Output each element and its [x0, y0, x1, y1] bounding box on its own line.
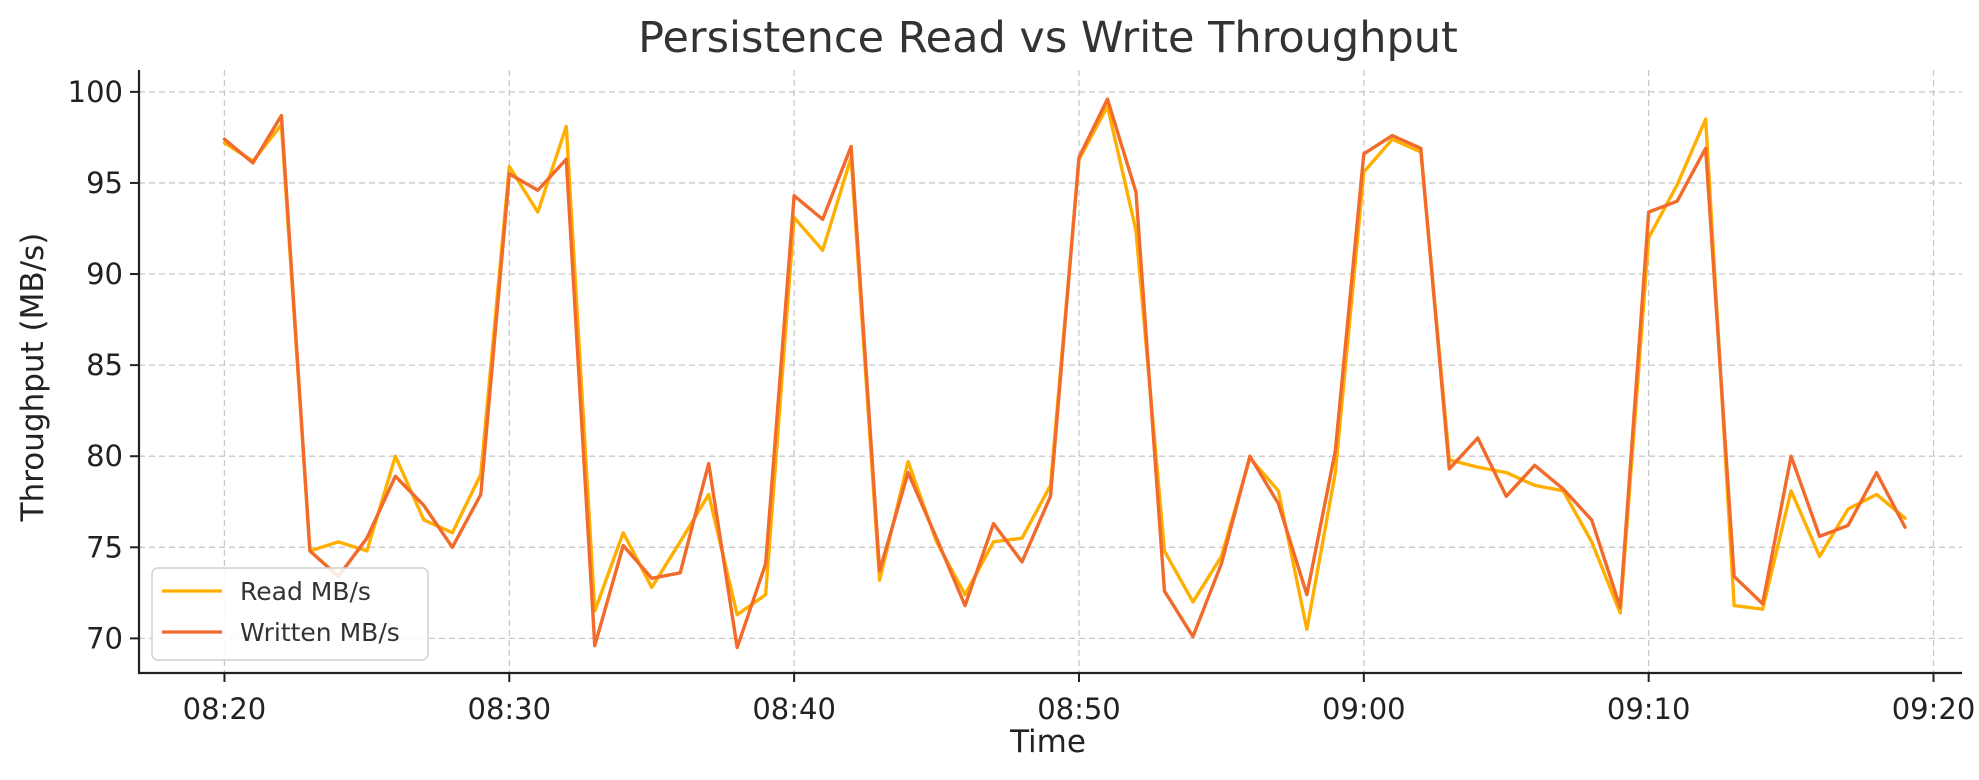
- y-axis-label: Throughput (MB/s): [15, 233, 51, 523]
- chart-title: Persistence Read vs Write Throughput: [638, 13, 1458, 63]
- x-tick-label: 08:50: [1037, 692, 1121, 726]
- x-tick-label: 09:20: [1892, 692, 1976, 726]
- y-tick-label: 70: [86, 621, 123, 655]
- x-tick-label: 09:10: [1607, 692, 1691, 726]
- y-tick-label: 80: [86, 439, 123, 473]
- y-tick-label: 85: [86, 348, 123, 382]
- series-layer: [222, 97, 1907, 650]
- y-tick-label: 95: [86, 166, 123, 200]
- x-tick-label: 08:40: [752, 692, 836, 726]
- x-axis-ticks: 08:20 08:30 08:40 08:50 09:00 09:10 09:20: [183, 673, 1976, 726]
- series-line-written: [222, 97, 1907, 650]
- x-axis-label: Time: [1009, 724, 1086, 760]
- axes-spines: [137, 70, 1962, 675]
- legend: Read MB/s Written MB/s: [151, 567, 429, 661]
- grid-lines: [139, 70, 1962, 673]
- legend-label-written: Written MB/s: [240, 618, 400, 647]
- x-tick-label: 09:00: [1322, 692, 1406, 726]
- y-tick-label: 100: [68, 75, 123, 109]
- y-tick-label: 75: [86, 530, 123, 564]
- y-tick-label: 90: [86, 257, 123, 291]
- x-tick-label: 08:30: [468, 692, 552, 726]
- y-axis-ticks: 70 75 80 85 90 95 100: [68, 75, 139, 655]
- x-tick-label: 08:20: [183, 692, 267, 726]
- series-line-read: [222, 104, 1907, 631]
- legend-label-read: Read MB/s: [240, 577, 371, 606]
